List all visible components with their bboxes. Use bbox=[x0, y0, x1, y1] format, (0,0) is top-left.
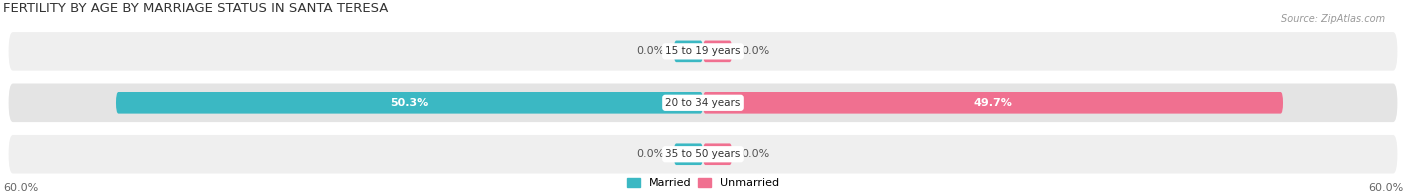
Text: 60.0%: 60.0% bbox=[1368, 183, 1403, 193]
Text: 60.0%: 60.0% bbox=[3, 183, 38, 193]
FancyBboxPatch shape bbox=[8, 32, 1398, 71]
Text: 20 to 34 years: 20 to 34 years bbox=[665, 98, 741, 108]
Text: 0.0%: 0.0% bbox=[637, 149, 665, 159]
FancyBboxPatch shape bbox=[703, 143, 733, 165]
Text: FERTILITY BY AGE BY MARRIAGE STATUS IN SANTA TERESA: FERTILITY BY AGE BY MARRIAGE STATUS IN S… bbox=[3, 2, 388, 15]
FancyBboxPatch shape bbox=[8, 83, 1398, 122]
Text: 15 to 19 years: 15 to 19 years bbox=[665, 46, 741, 56]
FancyBboxPatch shape bbox=[673, 41, 703, 62]
Text: 35 to 50 years: 35 to 50 years bbox=[665, 149, 741, 159]
Text: Source: ZipAtlas.com: Source: ZipAtlas.com bbox=[1281, 14, 1385, 24]
Text: 0.0%: 0.0% bbox=[741, 149, 769, 159]
FancyBboxPatch shape bbox=[703, 41, 733, 62]
Text: 0.0%: 0.0% bbox=[741, 46, 769, 56]
Legend: Married, Unmarried: Married, Unmarried bbox=[621, 173, 785, 193]
FancyBboxPatch shape bbox=[8, 135, 1398, 173]
Text: 0.0%: 0.0% bbox=[637, 46, 665, 56]
FancyBboxPatch shape bbox=[115, 92, 703, 114]
FancyBboxPatch shape bbox=[703, 92, 1284, 114]
Text: 50.3%: 50.3% bbox=[391, 98, 429, 108]
Text: 49.7%: 49.7% bbox=[973, 98, 1012, 108]
FancyBboxPatch shape bbox=[673, 143, 703, 165]
